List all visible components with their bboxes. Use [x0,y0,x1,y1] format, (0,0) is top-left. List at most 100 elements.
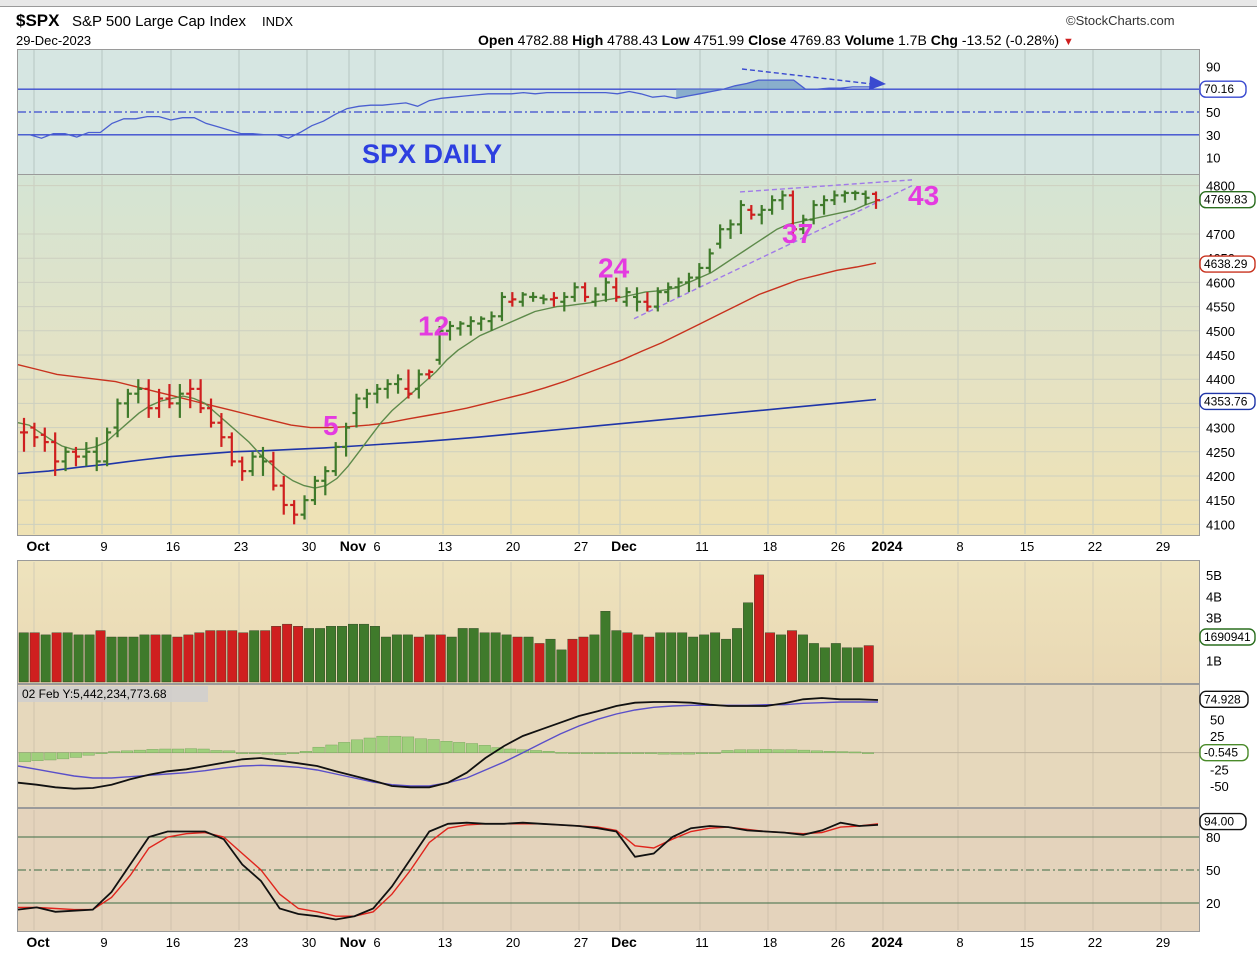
macd-histogram-bar-19 [261,752,274,755]
volume-bar-5 [73,634,84,683]
date-label-top-11: 11 [695,539,709,554]
price-bar-63 [674,277,683,297]
price-bar-24 [269,451,278,491]
volume-bar-76 [852,647,863,683]
price-bar-51 [549,292,558,307]
ma50-line [17,262,877,429]
volume-bar-62 [699,634,710,683]
volume-bar-34 [391,634,402,683]
macd-histogram-bar-59 [772,749,785,753]
volume-bar-39 [446,636,457,683]
date-label-top-7: 13 [438,539,452,554]
date-label-top-15: 8 [956,539,963,554]
price-bar-19 [217,413,226,447]
volume-bar-2 [40,634,51,683]
count-annotation-43: 43 [908,180,939,211]
rsi-arrowhead-icon [869,76,886,90]
index-name: S&P 500 Large Cap Index [72,13,247,30]
price-bar-72 [768,195,777,215]
date-label-bottom-18: 29 [1156,935,1170,950]
price-bar-71 [757,205,766,225]
volume-bar-59 [666,632,677,683]
price-bar-5 [71,446,80,467]
macd-histogram-bar-44 [580,752,593,754]
volume-bar-48 [545,638,556,683]
macd-histogram-bar-4 [69,752,82,758]
macd-histogram-bar-15 [210,750,223,753]
volume-last-tag-box [1199,628,1256,646]
macd-histogram-bar-63 [823,751,836,753]
volume-value: 1.7B [898,32,927,48]
price-bar-73 [778,190,787,210]
price-tick-4500: 4500 [1206,324,1235,339]
volume-bar-40 [457,628,468,683]
price-bar-65 [695,263,704,288]
price-bar-1 [30,422,39,447]
low-label: Low [661,32,690,48]
price-bar-22 [248,451,257,476]
macd-histogram-bar-2 [44,752,57,761]
price-bar-70 [747,205,756,220]
volume-bar-10 [128,636,139,683]
price-bar-30 [331,442,340,476]
date-label-bottom-2: 16 [166,935,180,950]
volume-bar-29 [337,626,347,683]
count-annotation-12: 12 [418,311,449,342]
macd-histogram-bar-55 [721,750,734,753]
price-tick-4200: 4200 [1206,469,1235,484]
price-bar-80 [851,190,860,201]
volume-bar-32 [369,626,380,683]
price-bar-44 [477,316,486,331]
macd-histogram-bar-40 [529,750,542,753]
macd-histogram-bar-14 [197,748,210,753]
macd-histogram-bar-17 [235,752,248,754]
macd-tick--50: -50 [1210,779,1229,794]
date-label-top-9: 27 [574,539,588,554]
volume-bar-18 [216,630,227,683]
rsi-divergence-arrow [741,68,873,85]
volume-bar-50 [567,638,578,683]
rsi-overbought-fill [676,80,806,99]
date-label-top-5: Nov [340,538,367,554]
date-label-bottom-16: 15 [1020,935,1034,950]
macd-histogram-bar-58 [759,749,772,753]
rsi-tick-10: 10 [1206,151,1220,166]
open-label: Open [478,32,514,48]
volume-bar-43 [490,632,501,683]
ma200-tag-box [1199,392,1256,411]
date-label-bottom-8: 20 [506,935,520,950]
price-bar-56 [601,277,610,302]
price-bar-7 [92,437,101,472]
stoch-tick-20: 20 [1206,896,1220,911]
volume-tick-5B: 5B [1206,568,1222,583]
volume-bar-66 [743,602,753,683]
price-bar-9 [113,398,122,438]
price-bar-57 [612,277,621,302]
stoch-last-tag: 94.00 [1204,815,1234,829]
price-bar-18 [207,398,216,428]
price-tick-4100: 4100 [1206,517,1235,532]
rsi-tick-30: 30 [1206,128,1220,143]
date-label-top-10: Dec [611,538,637,554]
macd-histogram-bar-31 [414,738,427,753]
macd-histogram-bar-29 [389,735,402,753]
date-label-bottom-1: 9 [100,935,107,950]
volume-bar-28 [326,626,336,683]
count-annotation-5: 5 [323,410,339,441]
volume-bar-37 [424,634,435,683]
macd-histogram-bar-42 [555,752,568,754]
volume-bar-7 [95,630,106,683]
price-close-tag-box [1199,191,1256,209]
volume-bar-27 [315,628,325,683]
date-label-bottom-3: 23 [234,935,248,950]
macd-histogram-bar-36 [478,745,491,753]
macd-histogram-bar-47 [619,752,632,754]
volume-tick-3B: 3B [1206,611,1222,626]
macd-info-text: 02 Feb Y:5,442,234,773.68 [22,687,167,701]
ma200-line [17,398,877,475]
price-tick-4250: 4250 [1206,445,1235,460]
macd-histogram-bar-61 [798,749,811,753]
macd-histogram-bar-1 [31,752,44,761]
macd-histogram-bar-66 [862,752,874,754]
volume-bar-65 [732,628,743,683]
